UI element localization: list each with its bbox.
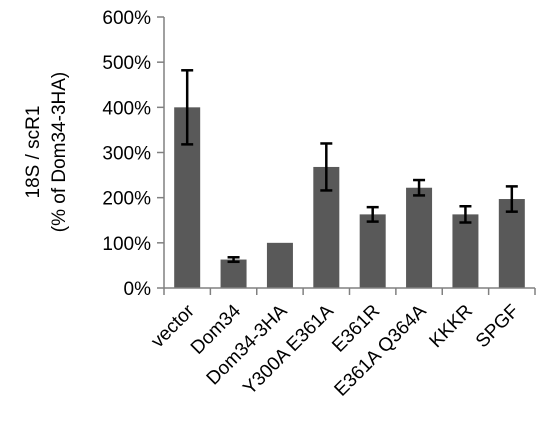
y-tick-label: 600% — [102, 8, 151, 29]
bar — [266, 242, 293, 288]
bar — [220, 259, 247, 288]
y-tick-label: 200% — [102, 189, 151, 210]
y-tick-label: 400% — [102, 98, 151, 119]
bar — [452, 214, 479, 288]
axes — [163, 17, 536, 295]
y-tick-label: 300% — [102, 144, 151, 165]
y-axis-title: 18S / scR1 (% of Dom34-3HA) — [23, 72, 70, 233]
y-axis-title-line1: 18S / scR1 — [23, 106, 44, 199]
x-tick-label: SPGF — [472, 301, 523, 352]
error-bars — [181, 69, 518, 264]
x-tick-label: KKKR — [426, 301, 477, 352]
bar — [406, 187, 433, 288]
bar — [498, 199, 525, 288]
y-tick-label: 500% — [102, 53, 151, 74]
y-tick-label: 100% — [102, 234, 151, 255]
y-axis-title-line2: (% of Dom34-3HA) — [49, 72, 70, 233]
y-tick-label: 0% — [124, 279, 152, 300]
y-axis-ticks: 0% 100% 200% 300% 400% 500% 600% — [102, 8, 164, 300]
bars — [174, 107, 525, 288]
bar — [359, 214, 386, 288]
